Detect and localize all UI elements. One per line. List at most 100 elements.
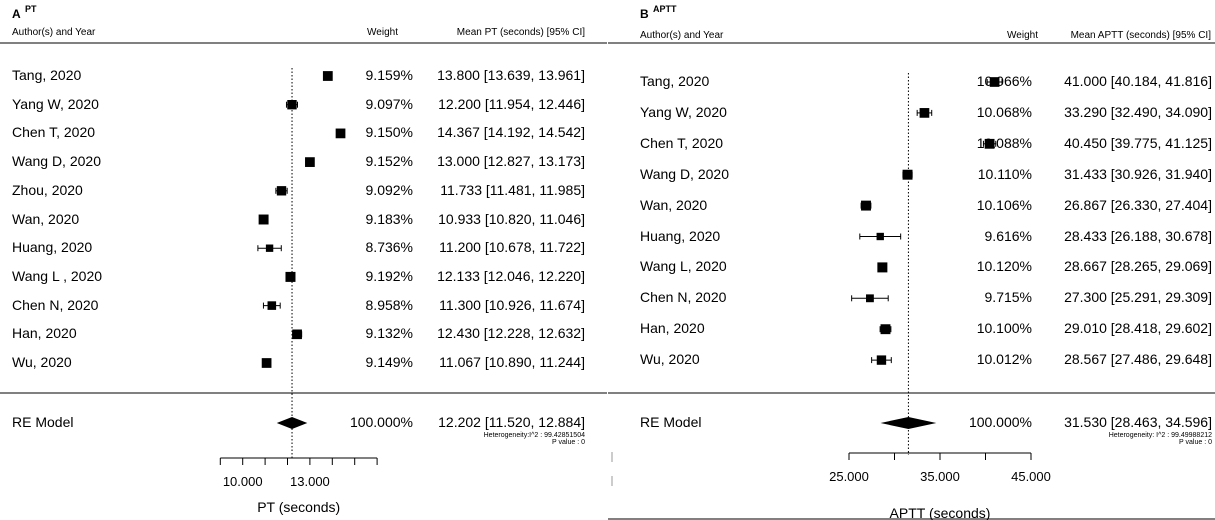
study-label: Yang W, 2020 (640, 103, 727, 120)
study-ci: 40.450 [39.775, 41.125] (1064, 134, 1212, 151)
study-weight: 9.192% (365, 267, 413, 284)
study-ci: 11.300 [10.926, 11.674] (439, 296, 585, 313)
study-weight: 9.149% (365, 354, 413, 370)
forest-plot-svg: 25.000 35.000 45.000 APTT (seconds) (608, 42, 1215, 520)
study-weight: 8.958% (365, 296, 413, 313)
forest-plot-pt: A PT Author(s) and Year Weight Mean PT (seco… (0, 0, 607, 520)
point-estimate (919, 108, 930, 118)
heterogeneity-text: Heterogeneity:I^2 : 99.42851504 (483, 432, 585, 439)
panel-divider-mark (611, 476, 613, 486)
study-label: Wang L , 2020 (12, 267, 103, 284)
header-weight: Weight (367, 27, 398, 38)
study-ci: 11.067 [10.890, 11.244] (439, 354, 585, 370)
study-label: Chen N, 2020 (12, 296, 99, 313)
study-ci: 13.800 [13.639, 13.961] (437, 67, 585, 83)
study-label: Huang, 2020 (640, 227, 721, 244)
point-estimate (292, 329, 302, 340)
study-label: Zhou, 2020 (12, 181, 83, 198)
x-tick-label: 13.000 (290, 474, 330, 489)
point-estimate (989, 77, 1000, 87)
study-weight: 10.106% (976, 196, 1032, 213)
study-label: Chen T, 2020 (640, 134, 724, 151)
panel-tag: B (640, 7, 649, 21)
study-weight: 10.012% (976, 351, 1032, 368)
point-estimate (984, 138, 995, 149)
study-ci: 27.300 [25.291, 29.309] (1064, 289, 1212, 306)
point-estimate (877, 262, 888, 273)
panel-subtitle: PT (25, 4, 37, 14)
panel-divider-mark (611, 452, 613, 462)
study-ci: 11.200 [10.678, 11.722] (439, 239, 585, 256)
study-label: Han, 2020 (12, 325, 77, 342)
study-ci: 13.000 [12.827, 13.173] (437, 153, 585, 170)
model-ci: 31.530 [28.463, 34.596] (1064, 414, 1212, 430)
point-estimate (876, 355, 887, 365)
model-label: RE Model (12, 414, 74, 430)
study-ci: 28.667 [28.265, 29.069] (1064, 258, 1212, 275)
study-ci: 28.433 [26.188, 30.678] (1064, 227, 1212, 244)
study-weight: 9.159% (365, 67, 413, 83)
study-weight: 10.120% (976, 258, 1032, 275)
study-ci: 41.000 [40.184, 41.816] (1064, 73, 1212, 89)
point-estimate (866, 294, 874, 303)
study-weight: 8.736% (365, 239, 413, 256)
x-tick-label: 45.000 (1011, 469, 1051, 484)
study-ci: 29.010 [28.418, 29.602] (1064, 320, 1212, 337)
study-ci: 11.733 [11.481, 11.985] (440, 181, 585, 198)
model-weight: 100.000% (349, 414, 413, 430)
study-ci: 31.433 [30.926, 31.940] (1064, 165, 1212, 182)
point-estimate (305, 157, 315, 167)
header-estimate: Mean PT (seconds) [95% CI] (456, 27, 585, 38)
study-weight: 9.097% (365, 95, 413, 112)
point-estimate (285, 271, 296, 282)
study-ci: 12.430 [12.228, 12.632] (437, 325, 585, 342)
study-weight: 10.100% (976, 320, 1032, 337)
study-label: Wang D, 2020 (12, 153, 101, 170)
heterogeneity-text: Heterogeneity: I^2 : 99.49988212 (1108, 432, 1212, 439)
header-estimate: Mean APTT (seconds) [95% CI] (1070, 30, 1211, 41)
study-weight: 9.152% (365, 153, 413, 170)
point-estimate (876, 232, 884, 241)
model-ci: 12.202 [11.520, 12.884] (438, 414, 585, 430)
summary-diamond (880, 417, 937, 429)
study-label: Huang, 2020 (12, 239, 93, 256)
study-label: Wang D, 2020 (640, 165, 729, 182)
p-value-text: P value : 0 (1179, 439, 1212, 446)
x-axis-label: APTT (seconds) (890, 505, 991, 520)
study-ci: 28.567 [27.486, 29.648] (1064, 351, 1212, 368)
point-estimate (902, 169, 913, 180)
study-weight: 9.132% (365, 325, 413, 342)
point-estimate (335, 128, 346, 139)
study-label: Wan, 2020 (640, 196, 708, 213)
study-weight: 9.183% (365, 210, 413, 227)
study-label: Wu, 2020 (12, 354, 72, 370)
study-ci: 12.133 [12.046, 12.220] (437, 267, 585, 284)
study-label: Wan, 2020 (12, 210, 80, 227)
point-estimate (276, 186, 287, 196)
study-label: Han, 2020 (640, 320, 705, 337)
point-estimate (261, 358, 272, 368)
study-label: Tang, 2020 (12, 67, 82, 83)
forest-plot-aptt: B APTT Author(s) and Year Weight Mean APTT (… (608, 0, 1215, 520)
study-weight: 9.150% (365, 124, 413, 141)
header-weight: Weight (1007, 30, 1038, 41)
study-label: Wu, 2020 (640, 351, 700, 368)
point-estimate (267, 301, 277, 310)
study-label: Chen T, 2020 (12, 124, 96, 141)
study-weight: 9.616% (984, 227, 1032, 244)
header-author: Author(s) and Year (12, 27, 96, 38)
summary-diamond (276, 417, 308, 429)
study-ci: 26.867 [26.330, 27.404] (1064, 196, 1212, 213)
forest-plot-svg: 10.000 13.000 PT (seconds) (0, 42, 607, 515)
panel-subtitle: APTT (653, 4, 677, 14)
x-axis-label: PT (seconds) (257, 499, 340, 515)
study-weight: 10.110% (977, 165, 1032, 182)
study-label: Chen N, 2020 (640, 289, 727, 306)
study-ci: 10.933 [10.820, 11.046] (438, 210, 585, 227)
point-estimate (322, 71, 333, 81)
study-label: Tang, 2020 (640, 73, 710, 89)
point-estimate (287, 100, 297, 110)
study-ci: 12.200 [11.954, 12.446] (438, 95, 585, 112)
point-estimate (265, 244, 274, 252)
study-weight: 9.092% (365, 181, 413, 198)
